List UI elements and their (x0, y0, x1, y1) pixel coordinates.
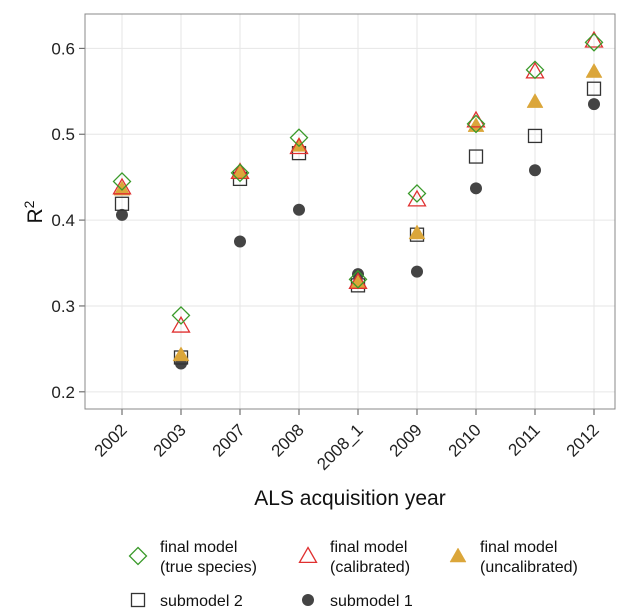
legend-marker-submodel1 (302, 594, 314, 606)
legend-marker-calibrated (298, 546, 318, 564)
point-submodel2 (468, 149, 484, 164)
point-submodel1 (116, 208, 128, 221)
point-submodel2 (527, 128, 543, 144)
point-true_species (348, 269, 368, 289)
y-tick-label: 0.3 (51, 297, 75, 316)
x-axis-title: ALS acquisition year (254, 487, 445, 510)
point-true_species (466, 114, 486, 134)
legend-item-uncalibrated: final model (uncalibrated) (449, 539, 578, 576)
point-calibrated (289, 137, 309, 155)
gridlines (85, 14, 615, 409)
y-axis: 0.2 0.3 0.4 0.5 0.6 (51, 39, 85, 402)
legend-item-calibrated: final model (calibrated) (298, 539, 410, 576)
legend-item-submodel2: submodel 2 (130, 592, 243, 610)
x-axis: 2002 2003 2007 2008 2008_1 2009 2010 2011 2012 (91, 409, 603, 474)
legend-label: final model (480, 539, 557, 556)
x-tick-label: 2007 (209, 420, 249, 460)
point-submodel2 (586, 81, 602, 96)
point-true_species (112, 172, 132, 191)
data-points (112, 30, 604, 370)
point-calibrated (584, 30, 604, 48)
point-true_species (525, 60, 545, 80)
legend-item-true_species: final model (true species) (128, 539, 257, 576)
point-calibrated (230, 162, 250, 180)
point-calibrated (171, 315, 191, 333)
x-tick-label: 2008 (268, 420, 308, 460)
legend-label: (uncalibrated) (480, 559, 578, 576)
point-submodel1 (529, 164, 541, 177)
y-tick-label: 0.5 (51, 125, 75, 144)
plot-panel-border (84, 13, 616, 410)
x-tick-label: 2012 (563, 420, 603, 460)
legend-label: final model (330, 539, 407, 556)
y-axis-title: R2 (21, 200, 47, 223)
point-true_species (289, 128, 309, 148)
point-true_species (230, 163, 250, 183)
point-submodel1 (411, 265, 423, 278)
legend-marker-submodel2 (130, 592, 146, 608)
y-tick-label: 0.6 (51, 39, 75, 58)
point-uncalibrated (585, 63, 603, 78)
legend-marker-true_species (128, 546, 148, 566)
point-uncalibrated (467, 117, 485, 132)
point-submodel1 (234, 235, 246, 248)
legend-label: final model (160, 539, 237, 556)
x-tick-label: 2003 (150, 420, 190, 460)
x-tick-label: 2011 (505, 420, 544, 459)
point-submodel1 (293, 203, 305, 216)
point-submodel2 (114, 196, 130, 211)
point-uncalibrated (113, 180, 131, 196)
point-submodel1 (588, 98, 600, 111)
y-tick-label: 0.2 (51, 383, 75, 402)
legend-item-submodel1: submodel 1 (302, 593, 413, 610)
x-tick-label: 2008_1 (313, 420, 367, 474)
x-tick-label: 2009 (386, 420, 426, 460)
legend-label: submodel 1 (330, 593, 413, 610)
legend-label: submodel 2 (160, 593, 243, 610)
y-tick-label: 0.4 (51, 211, 75, 230)
x-tick-label: 2010 (445, 420, 485, 460)
point-uncalibrated (526, 93, 544, 108)
x-tick-label: 2002 (91, 420, 131, 460)
point-true_species (407, 184, 427, 203)
point-uncalibrated (408, 224, 426, 240)
legend-label: (calibrated) (330, 559, 410, 576)
legend-label: (true species) (160, 559, 257, 576)
legend-marker-uncalibrated (449, 547, 467, 563)
point-true_species (171, 305, 191, 325)
legend: final model (true species) final model (cal… (128, 539, 578, 610)
point-submodel1 (470, 182, 482, 195)
point-true_species (584, 32, 604, 52)
point-uncalibrated (172, 346, 190, 362)
